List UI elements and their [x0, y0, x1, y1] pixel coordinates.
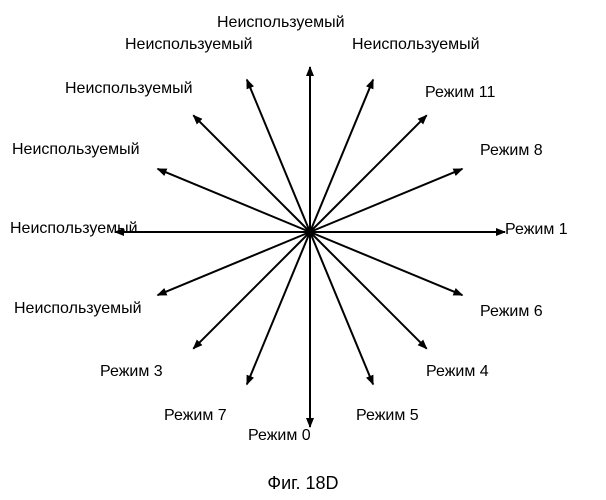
ray-label: Неиспользуемый — [352, 36, 480, 54]
ray-label: Неиспользуемый — [65, 80, 193, 98]
ray-label: Режим 0 — [248, 427, 311, 445]
ray-label: Неиспользуемый — [14, 300, 142, 318]
ray-label: Режим 6 — [480, 303, 543, 321]
ray-label: Режим 8 — [480, 142, 543, 160]
arrow-diagram — [0, 0, 606, 500]
arrow-ray — [193, 115, 310, 232]
figure-caption: Фиг. 18D — [0, 473, 606, 494]
ray-label: Режим 4 — [426, 363, 489, 381]
ray-label: Неиспользуемый — [10, 220, 138, 238]
ray-label: Режим 11 — [425, 84, 495, 102]
ray-label: Неиспользуемый — [12, 141, 140, 159]
ray-label: Режим 1 — [505, 221, 568, 239]
arrow-ray — [310, 232, 427, 349]
ray-label: Режим 7 — [164, 407, 227, 425]
arrow-ray — [310, 115, 427, 232]
arrow-ray — [193, 232, 310, 349]
ray-label: Неиспользуемый — [125, 36, 253, 54]
ray-label: Неиспользуемый — [217, 14, 345, 32]
ray-label: Режим 5 — [356, 407, 419, 425]
ray-label: Режим 3 — [100, 363, 163, 381]
